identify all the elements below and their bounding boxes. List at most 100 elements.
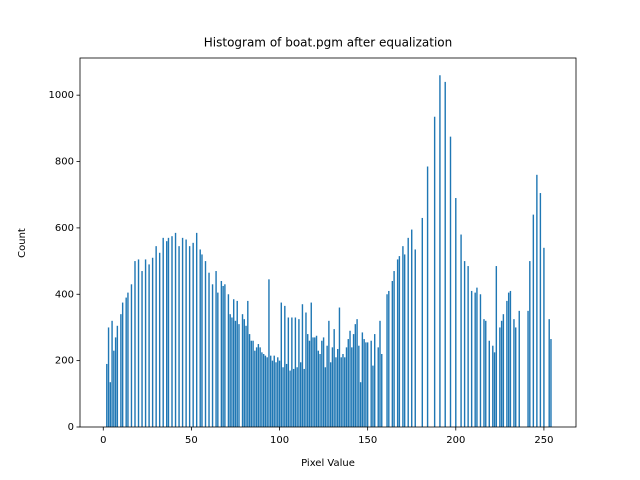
bar — [255, 347, 258, 427]
bar — [356, 319, 358, 427]
x-tick-label: 250 — [534, 435, 553, 446]
bar — [109, 382, 112, 427]
bar — [374, 334, 376, 427]
bar — [166, 241, 168, 427]
bar — [284, 305, 286, 427]
bar — [391, 280, 394, 427]
x-tick-label: 100 — [270, 435, 289, 446]
bar — [199, 249, 201, 427]
bar — [167, 237, 170, 427]
bar — [264, 355, 267, 427]
bar — [215, 271, 217, 427]
bar — [247, 300, 249, 427]
bar — [340, 357, 342, 427]
bar — [372, 365, 374, 427]
bar — [178, 246, 180, 427]
bar — [527, 310, 529, 427]
y-tick-label: 400 — [55, 289, 74, 300]
bar — [543, 247, 545, 427]
bar — [174, 232, 177, 427]
bar — [460, 234, 462, 427]
bar — [308, 340, 311, 427]
bar — [532, 214, 535, 427]
bar — [204, 261, 207, 427]
bar — [398, 256, 401, 427]
bar — [335, 357, 337, 427]
bar — [252, 340, 254, 427]
bar — [162, 237, 164, 427]
bar — [393, 271, 395, 427]
bar — [134, 261, 136, 427]
bar — [270, 355, 272, 427]
bar — [358, 345, 360, 427]
bar — [257, 344, 260, 427]
bar — [287, 317, 290, 427]
bar — [299, 362, 302, 427]
bar — [414, 249, 416, 427]
bar — [250, 340, 253, 427]
bar — [171, 236, 173, 427]
bar — [492, 345, 494, 427]
bar — [539, 193, 542, 427]
bar — [386, 294, 388, 427]
bar — [354, 324, 357, 427]
bar — [234, 320, 237, 427]
bar — [321, 340, 323, 427]
bar — [363, 339, 365, 427]
bar — [329, 362, 332, 427]
bar — [470, 290, 473, 427]
bar — [185, 239, 187, 427]
bar — [278, 360, 281, 427]
bar — [243, 319, 245, 427]
bar — [280, 302, 282, 427]
bar — [296, 367, 298, 427]
bar — [483, 319, 485, 427]
bar — [303, 368, 305, 427]
bar — [359, 382, 362, 427]
bar — [248, 334, 251, 427]
bar — [310, 302, 312, 427]
bar — [513, 319, 515, 427]
bar — [192, 242, 194, 427]
plot-area — [106, 75, 552, 428]
bar — [342, 353, 344, 427]
bar — [518, 310, 520, 427]
bar — [291, 317, 293, 427]
bar — [347, 339, 349, 427]
bar — [113, 350, 115, 427]
bar — [351, 347, 353, 427]
bar — [195, 232, 198, 427]
bar — [236, 300, 238, 427]
bar — [254, 350, 256, 427]
bar — [188, 246, 191, 427]
bar — [111, 320, 113, 427]
bar — [261, 352, 263, 427]
bar — [229, 314, 231, 427]
y-tick-label: 0 — [68, 422, 74, 433]
bar — [499, 327, 501, 427]
bar — [500, 320, 503, 427]
x-tick-label: 150 — [358, 435, 377, 446]
bar — [338, 307, 341, 427]
bar — [144, 259, 147, 427]
bar — [148, 264, 150, 427]
bar — [282, 367, 284, 427]
bar — [245, 325, 247, 427]
bar — [403, 254, 406, 427]
bar — [324, 367, 327, 427]
bar — [155, 246, 157, 427]
bar — [232, 299, 235, 427]
bar — [151, 257, 154, 427]
bar — [107, 327, 110, 427]
bar — [322, 337, 325, 427]
bar — [211, 284, 214, 427]
bar — [208, 272, 210, 427]
bar — [130, 284, 133, 427]
bar — [507, 292, 510, 427]
bar — [298, 319, 300, 427]
bar — [220, 280, 223, 427]
y-tick-label: 600 — [55, 223, 74, 234]
bar — [536, 174, 538, 427]
bar — [106, 363, 108, 427]
bar — [396, 259, 399, 427]
